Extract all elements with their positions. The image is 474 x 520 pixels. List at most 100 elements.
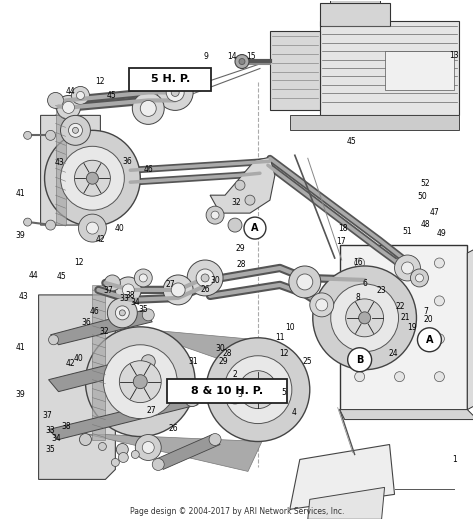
- Text: 30: 30: [216, 344, 225, 353]
- Circle shape: [347, 348, 372, 372]
- Text: 9: 9: [204, 52, 209, 61]
- Text: 8 & 10 H. P.: 8 & 10 H. P.: [191, 386, 263, 396]
- Circle shape: [211, 211, 219, 219]
- Text: 21: 21: [400, 313, 410, 321]
- Text: 35: 35: [138, 305, 148, 314]
- Circle shape: [346, 299, 383, 337]
- Text: 41: 41: [16, 343, 25, 352]
- Text: 2: 2: [232, 370, 237, 379]
- Text: 7: 7: [424, 307, 428, 316]
- Text: 16: 16: [353, 258, 362, 267]
- Circle shape: [434, 372, 445, 382]
- Text: B: B: [231, 387, 239, 398]
- Text: 34: 34: [52, 434, 61, 444]
- Text: 37: 37: [104, 285, 113, 294]
- Circle shape: [69, 123, 82, 137]
- Circle shape: [131, 450, 139, 459]
- Circle shape: [410, 269, 428, 287]
- Circle shape: [239, 371, 277, 409]
- Text: 44: 44: [66, 87, 75, 96]
- Circle shape: [46, 220, 55, 230]
- Text: B: B: [233, 385, 241, 395]
- Circle shape: [189, 397, 195, 402]
- Circle shape: [316, 299, 328, 311]
- Text: 33: 33: [46, 425, 55, 435]
- Circle shape: [61, 115, 91, 145]
- Circle shape: [76, 92, 84, 99]
- Circle shape: [99, 443, 106, 450]
- Circle shape: [111, 459, 119, 466]
- Circle shape: [74, 160, 110, 196]
- Circle shape: [244, 217, 266, 239]
- Circle shape: [79, 214, 106, 242]
- Text: 14: 14: [228, 52, 237, 61]
- Circle shape: [355, 334, 365, 344]
- Circle shape: [239, 59, 245, 64]
- Text: 11: 11: [275, 333, 284, 342]
- Text: 38: 38: [61, 422, 71, 432]
- Circle shape: [310, 293, 334, 317]
- Text: 39: 39: [16, 230, 26, 240]
- Text: 28: 28: [223, 349, 232, 358]
- Circle shape: [140, 100, 156, 116]
- Polygon shape: [155, 435, 220, 470]
- Circle shape: [313, 266, 417, 370]
- Text: 32: 32: [231, 199, 241, 207]
- Text: Page design © 2004-2017 by ARI Network Services, Inc.: Page design © 2004-2017 by ARI Network S…: [130, 507, 344, 516]
- Circle shape: [132, 93, 164, 124]
- Text: 43: 43: [18, 292, 28, 301]
- Text: 22: 22: [395, 302, 405, 311]
- Text: 29: 29: [236, 244, 246, 253]
- Circle shape: [416, 274, 423, 282]
- Circle shape: [85, 327, 195, 436]
- Text: 33: 33: [119, 294, 129, 303]
- Circle shape: [209, 434, 221, 446]
- Circle shape: [86, 172, 99, 184]
- Circle shape: [331, 284, 399, 352]
- Circle shape: [226, 379, 248, 400]
- Text: 39: 39: [16, 391, 26, 399]
- Text: 36: 36: [122, 157, 132, 166]
- Text: 18: 18: [338, 225, 348, 233]
- Circle shape: [206, 338, 310, 441]
- Text: 23: 23: [376, 285, 386, 294]
- Circle shape: [139, 274, 147, 282]
- Circle shape: [115, 277, 141, 303]
- Circle shape: [80, 434, 91, 446]
- Circle shape: [235, 55, 249, 69]
- Circle shape: [72, 86, 90, 105]
- Circle shape: [86, 222, 99, 234]
- Circle shape: [171, 88, 179, 96]
- Text: 1: 1: [452, 455, 457, 464]
- Text: 40: 40: [74, 354, 83, 363]
- Polygon shape: [135, 330, 258, 370]
- Text: 20: 20: [424, 315, 433, 324]
- Text: A: A: [426, 335, 433, 345]
- Text: 31: 31: [189, 357, 198, 366]
- Text: 12: 12: [280, 349, 289, 358]
- Text: 26: 26: [168, 424, 178, 433]
- Text: 38: 38: [126, 291, 136, 300]
- Text: 43: 43: [55, 158, 64, 167]
- Text: 45: 45: [107, 90, 117, 100]
- Polygon shape: [48, 356, 152, 392]
- Circle shape: [185, 393, 199, 407]
- Text: 13: 13: [449, 51, 459, 60]
- Text: 46: 46: [143, 165, 153, 174]
- Circle shape: [141, 355, 155, 369]
- Text: 26: 26: [200, 285, 210, 294]
- Circle shape: [355, 296, 365, 306]
- Text: 27: 27: [165, 280, 175, 290]
- Polygon shape: [308, 487, 384, 519]
- Text: 51: 51: [402, 227, 412, 236]
- Circle shape: [73, 127, 79, 133]
- Circle shape: [152, 459, 164, 471]
- Circle shape: [45, 131, 140, 226]
- Circle shape: [355, 372, 365, 382]
- Text: 30: 30: [211, 276, 220, 285]
- Text: 45: 45: [56, 272, 66, 281]
- Text: 8: 8: [355, 293, 360, 302]
- Circle shape: [252, 384, 264, 396]
- Polygon shape: [82, 178, 102, 220]
- Circle shape: [24, 218, 32, 226]
